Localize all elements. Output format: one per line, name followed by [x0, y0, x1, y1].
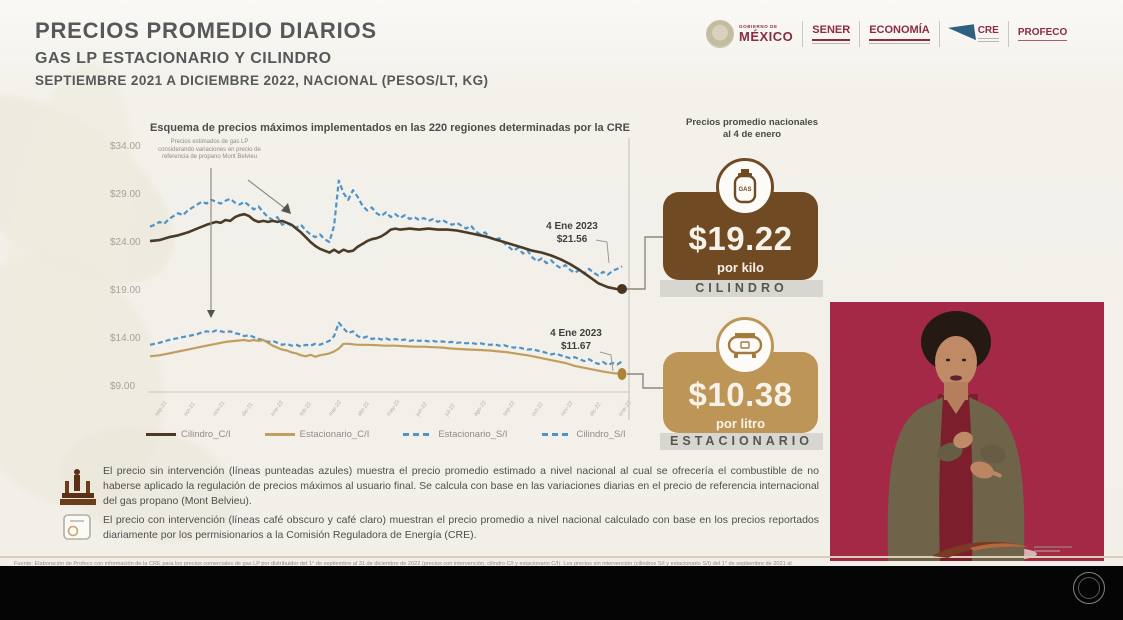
svg-text:GAS: GAS [738, 187, 751, 193]
chart-legend: Cilindro_C/I Estacionario_C/I Estacionario… [146, 429, 638, 440]
callout-top: 4 Ene 2023 $21.56 [546, 221, 598, 245]
legend-item: Cilindro_C/I [146, 429, 231, 440]
intervention-start-arrow [207, 168, 215, 318]
legend-label: Estacionario_S/I [438, 429, 508, 440]
logo-separator [1007, 21, 1009, 47]
note-con-intervencion: El precio con intervención (líneas café … [103, 514, 819, 541]
profeco-logo: PROFECO [1017, 27, 1068, 41]
y-tick-label: $9.00 [110, 381, 136, 392]
logo-separator [859, 21, 861, 47]
logo-separator [802, 21, 804, 47]
series-Estacionario_S/I [149, 321, 623, 366]
legend-swatch [403, 433, 434, 436]
y-tick-label: $19.00 [110, 285, 141, 296]
y-tick-label: $24.00 [110, 237, 141, 248]
series-Cilindro_C/I [149, 212, 623, 291]
legend-swatch [146, 433, 176, 436]
signature-bird-graphic [932, 541, 1072, 558]
interpreter-illustration [830, 302, 1104, 563]
series-Estacionario_C/I [149, 338, 623, 375]
series-Cilindro_S/I [149, 179, 623, 277]
cre-triangle-icon [947, 24, 976, 44]
legend-label: Cilindro_C/I [181, 429, 231, 440]
gobierno-mexico-logo: GOBIERNO DE MÉXICO [739, 24, 794, 44]
footer-divider [0, 556, 1123, 558]
estacionario-unit: por litro [715, 416, 766, 431]
cilindro-label-strip: CILINDRO [660, 280, 823, 297]
legend-label: Cilindro_S/I [576, 429, 626, 440]
gobierno-mexico-seal-icon [706, 20, 734, 48]
legend-item: Estacionario_S/I [403, 429, 508, 440]
callout-bottom: 4 Ene 2023 $11.67 [550, 328, 602, 352]
callout-top-leader [595, 239, 610, 264]
logo-separator [938, 21, 940, 47]
page-title: PRECIOS PROMEDIO DIARIOS [35, 18, 377, 43]
monument-icon [60, 469, 96, 505]
gas-cylinder-icon: GAS [716, 158, 774, 216]
estacionario-endpoint-dot [617, 368, 627, 380]
annotation-arrow [247, 179, 291, 214]
summary-panel-header: Precios promedio nacionales al 4 de ener… [686, 117, 818, 141]
legend-swatch [264, 433, 295, 436]
cre-logo: CRE [947, 24, 999, 44]
logo-strip: GOBIERNO DE MÉXICO SENER ECONOMÍA CRE PR… [706, 14, 1076, 54]
note-sin-intervencion: El precio sin intervención (líneas punte… [103, 465, 819, 507]
legend-item: Cilindro_S/I [541, 429, 626, 440]
stationary-tank-icon [716, 317, 774, 375]
page-subtitle-period: SEPTIEMBRE 2021 A DICIEMBRE 2022, NACION… [35, 73, 489, 88]
price-tag-icon [63, 514, 91, 540]
callout-bottom-leader [599, 351, 614, 372]
page-subtitle: GAS LP ESTACIONARIO Y CILINDRO [35, 50, 332, 67]
estacionario-price: $10.38 [688, 376, 793, 413]
sener-logo: SENER [812, 24, 851, 44]
y-tick-label: $14.00 [110, 333, 141, 344]
footer-seal [1073, 572, 1105, 604]
connector-cilindro [627, 236, 663, 290]
cilindro-unit: por kilo [717, 260, 764, 275]
y-tick-label: $29.00 [110, 189, 141, 200]
y-tick-label: $34.00 [110, 141, 141, 152]
connector-estacionario [627, 373, 663, 389]
cilindro-price: $19.22 [688, 220, 793, 257]
estacionario-label-strip: ESTACIONARIO [660, 433, 823, 450]
bottom-black-bar [0, 566, 1123, 620]
chart-title: Esquema de precios máximos implementados… [150, 122, 630, 134]
title-block: PRECIOS PROMEDIO DIARIOS GAS LP ESTACION… [35, 18, 488, 88]
cilindro-endpoint-dot [617, 284, 627, 294]
legend-item: Estacionario_C/I [264, 429, 370, 440]
chart-annotation-note: Precios estimados de gas LP considerando… [158, 139, 261, 160]
legend-swatch [541, 433, 572, 436]
economia-logo: ECONOMÍA [869, 24, 930, 44]
sign-language-interpreter-video [830, 302, 1104, 563]
legend-label: Estacionario_C/I [299, 429, 370, 440]
price-line-chart [148, 138, 663, 420]
